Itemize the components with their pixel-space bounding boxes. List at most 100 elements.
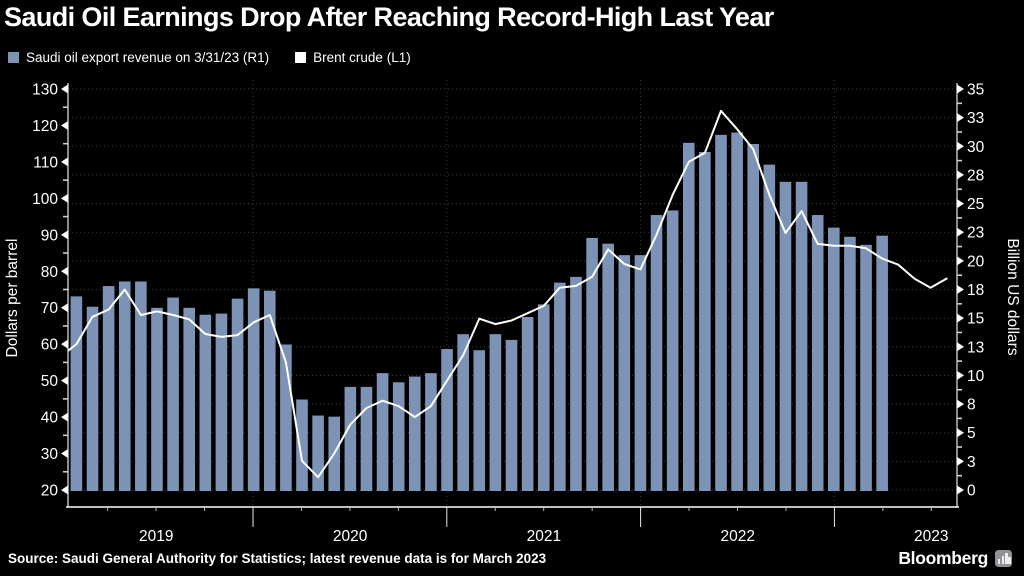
right-minor-tick — [957, 274, 962, 276]
left-tick — [61, 485, 68, 495]
left-minor-tick — [63, 361, 68, 364]
right-tick-label: 5 — [967, 425, 976, 442]
left-minor-tick — [63, 398, 68, 400]
left-tick-label: 70 — [41, 300, 59, 317]
revenue-bar — [425, 373, 437, 491]
right-minor-tick — [957, 446, 962, 448]
right-tick-label: 35 — [967, 82, 984, 99]
legend-item-revenue: Saudi oil export revenue on 3/31/23 (R1) — [8, 50, 269, 65]
right-tick — [957, 170, 964, 180]
right-tick-label: 3 — [967, 454, 976, 471]
left-tick — [61, 449, 68, 459]
left-minor-tick — [63, 325, 68, 327]
revenue-bar — [763, 164, 776, 491]
left-tick — [61, 412, 68, 422]
brent-line-group — [68, 109, 948, 479]
right-axis-title: Billion US dollars — [1004, 238, 1021, 355]
right-tick — [957, 256, 964, 266]
revenue-bar — [618, 255, 631, 491]
bar-chart-icon — [995, 550, 1012, 567]
left-minor-tick — [63, 252, 68, 254]
right-tick — [957, 141, 964, 151]
left-minor-tick — [63, 434, 68, 437]
revenue-bar — [554, 282, 566, 491]
right-tick-label: 25 — [967, 196, 984, 213]
revenue-bar — [860, 244, 872, 491]
left-tick-label: 20 — [41, 483, 59, 500]
revenue-bar — [650, 215, 663, 491]
left-tick-label: 40 — [41, 410, 59, 427]
left-tick — [61, 339, 68, 349]
revenue-bar — [682, 142, 695, 491]
right-tick-label: 15 — [967, 311, 984, 328]
revenue-bar — [151, 307, 163, 491]
left-minor-tick — [63, 142, 68, 145]
source-attribution: Source: Saudi General Authority for Stat… — [8, 551, 547, 566]
revenue-bar — [876, 235, 888, 491]
revenue-bar — [199, 314, 212, 491]
revenue-bar — [344, 386, 357, 491]
revenue-bar — [312, 415, 324, 491]
right-tick — [957, 428, 964, 438]
left-tick — [61, 303, 68, 313]
right-tick — [957, 456, 964, 466]
revenue-bar — [779, 181, 792, 492]
right-tick — [957, 399, 964, 409]
right-tick-label: 8 — [967, 397, 976, 414]
right-minor-tick — [957, 102, 962, 105]
right-minor-tick — [957, 474, 962, 477]
revenue-bar — [505, 339, 518, 491]
revenue-bar — [844, 236, 856, 491]
right-tick-label: 33 — [967, 110, 984, 127]
right-minor-tick — [957, 245, 962, 248]
revenue-bars — [70, 132, 888, 492]
legend-swatch — [8, 52, 19, 63]
revenue-bar — [215, 313, 228, 491]
right-tick — [957, 199, 964, 209]
revenue-bar — [586, 237, 598, 491]
right-tick-label: 18 — [967, 282, 984, 299]
revenue-bar — [247, 288, 260, 491]
revenue-bar — [521, 317, 534, 491]
bloomberg-branding: Bloomberg — [898, 548, 1012, 569]
right-minor-tick — [957, 417, 962, 420]
brent-line — [68, 109, 948, 479]
revenue-bar — [86, 306, 99, 491]
legend-item-brent: Brent crude (L1) — [295, 50, 411, 65]
revenue-bar — [183, 307, 195, 491]
revenue-bar — [457, 334, 469, 491]
left-tick — [61, 266, 68, 276]
revenue-bar — [795, 181, 808, 492]
chart-title: Saudi Oil Earnings Drop After Reaching R… — [4, 2, 774, 32]
right-tick-label: 28 — [967, 167, 984, 184]
revenue-bar — [570, 276, 582, 491]
revenue-bar — [828, 227, 840, 491]
revenue-bar — [231, 298, 244, 491]
left-tick-label: 110 — [33, 154, 58, 171]
left-tick-label: 90 — [41, 227, 59, 244]
left-tick — [61, 120, 68, 130]
right-minor-tick — [957, 131, 962, 133]
revenue-bar — [537, 304, 550, 491]
right-tick-label: 0 — [967, 483, 976, 500]
revenue-bar — [118, 281, 131, 491]
right-tick — [957, 113, 964, 123]
revenue-bar — [731, 132, 743, 492]
left-minor-tick — [63, 179, 68, 181]
right-tick — [957, 370, 964, 380]
year-label: 2021 — [527, 528, 561, 545]
left-tick-label: 60 — [41, 337, 59, 354]
revenue-bar — [634, 255, 647, 491]
revenue-bar — [135, 281, 147, 491]
right-minor-tick — [957, 388, 962, 391]
revenue-bar — [699, 152, 711, 491]
right-tick-label: 13 — [967, 339, 984, 356]
left-tick-label: 130 — [32, 82, 58, 99]
right-tick — [957, 485, 964, 495]
right-minor-tick — [957, 188, 962, 191]
right-tick-label: 23 — [967, 225, 984, 242]
left-tick-label: 80 — [41, 264, 59, 281]
revenue-bar — [376, 373, 389, 491]
